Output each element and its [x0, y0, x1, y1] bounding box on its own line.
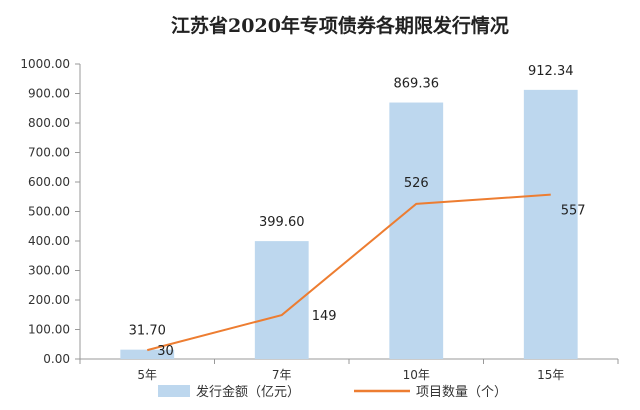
y-tick-label: 1000.00 — [20, 57, 70, 71]
bar — [523, 89, 578, 359]
line-data-label: 149 — [312, 309, 337, 324]
y-tick-label: 900.00 — [28, 87, 70, 101]
y-tick-label: 500.00 — [28, 205, 70, 219]
legend: 发行金额（亿元） 项目数量（个） — [158, 384, 507, 400]
chart-title: 江苏省2020年专项债券各期限发行情况 — [171, 14, 509, 37]
y-axis: 0.00 100.00 200.00 300.00 400.00 500.00 600.00… — [20, 57, 81, 366]
line-series — [146, 193, 551, 352]
line-path — [146, 193, 551, 352]
y-tick-label: 800.00 — [28, 116, 70, 130]
x-tick-label: 10年 — [403, 368, 430, 382]
x-axis: 5年 7年 10年 15年 — [79, 358, 619, 382]
data-labels: 31.70 399.60 869.36 912.34 30 149 526 557 — [129, 64, 586, 359]
bar-data-label: 399.60 — [259, 215, 305, 230]
line-data-label: 30 — [157, 344, 174, 359]
line-data-label: 526 — [404, 176, 429, 191]
bar — [120, 349, 175, 359]
legend-bar-swatch — [158, 385, 190, 397]
y-tick-label: 300.00 — [28, 264, 70, 278]
bar-series — [120, 89, 578, 359]
bar-data-label: 31.70 — [129, 324, 166, 339]
bar — [389, 102, 444, 359]
y-tick-label: 100.00 — [28, 323, 70, 337]
y-tick-label: 700.00 — [28, 146, 70, 160]
x-tick-label: 7年 — [272, 368, 292, 382]
bar-data-label: 869.36 — [394, 77, 440, 92]
y-tick-label: 400.00 — [28, 234, 70, 248]
y-tick-label: 200.00 — [28, 293, 70, 307]
y-tick-label: 600.00 — [28, 175, 70, 189]
legend-bar-label: 发行金额（亿元） — [196, 384, 300, 400]
bar-data-label: 912.34 — [528, 64, 574, 79]
legend-line-label: 项目数量（个） — [416, 385, 507, 400]
x-tick-label: 5年 — [137, 368, 157, 382]
x-tick-label: 15年 — [537, 368, 564, 382]
y-tick-label: 0.00 — [43, 352, 70, 366]
line-data-label: 557 — [561, 204, 586, 219]
